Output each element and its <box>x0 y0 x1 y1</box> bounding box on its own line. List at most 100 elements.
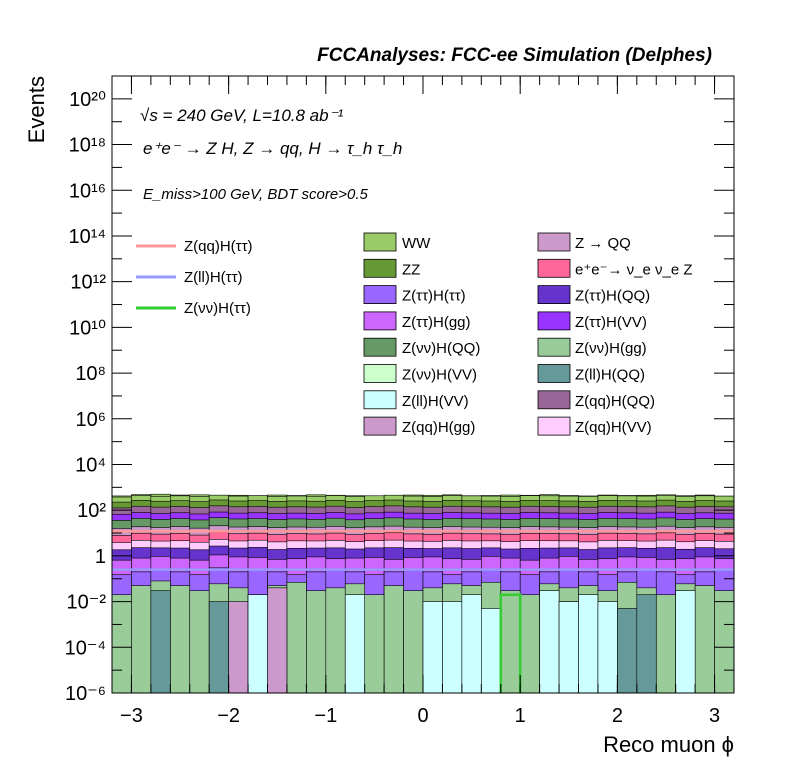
legend-label-bg-10: Z(νν)H(VV) <box>402 367 477 384</box>
legend-label-bg-6: Z(ττ)H(gg) <box>402 314 471 331</box>
bar-low-Z(ll)H(VV)-17 <box>442 601 463 694</box>
legend-swatch-5 <box>537 285 571 305</box>
legend-label-bg-0: WW <box>402 235 431 252</box>
bar-low-Z(ll)H(VV)-24 <box>578 594 599 694</box>
legend-label-bg-11: Z(ll)H(QQ) <box>575 367 645 384</box>
legend-swatch-14 <box>363 416 397 436</box>
bar-low-Z(ll)H(VV)-19 <box>481 608 502 694</box>
legend-label-bg-5: Z(ττ)H(QQ) <box>575 288 650 305</box>
bar-low-Z(ll)H(VV)-22 <box>539 590 560 694</box>
bar-low-Z(vv)H(gg)-9 <box>286 581 307 694</box>
y-tick-label-0: 10⁻⁶ <box>65 683 106 705</box>
x-tick-label-2: −1 <box>314 705 337 727</box>
y-tick-label-9: 10¹² <box>70 272 106 294</box>
bar-low-Z(vv)H(gg)-20 <box>500 590 521 694</box>
bar-low-Z(ll)H(VV)-12 <box>344 594 365 694</box>
bar-low-Z(ll)H(QQ)-5 <box>208 601 229 694</box>
y-tick-label-5: 10⁴ <box>75 454 106 476</box>
legend-swatch-9 <box>537 337 571 357</box>
legend-swatch-10 <box>363 364 397 383</box>
bar-low-Z(vv)H(gg)-28 <box>655 594 676 694</box>
legend-swatch-15 <box>537 416 571 436</box>
histogram-bars <box>111 493 735 694</box>
bar-low-Z(vv)H(gg)-14 <box>383 585 404 694</box>
x-tick-label-5: 2 <box>612 705 623 727</box>
legend-label-bg-9: Z(νν)H(gg) <box>575 340 647 357</box>
y-tick-label-2: 10⁻² <box>67 592 107 614</box>
y-tick-label-4: 10² <box>77 500 106 522</box>
legend-label-bg-13: Z(qq)H(QQ) <box>575 393 655 410</box>
bar-low-Z(vv)H(gg)-3 <box>170 585 191 694</box>
axis-ticks: −3 −2 −1 0 1 2 3 10⁻⁶ 10⁻⁴ 10⁻² 1 10² 10⁴ 10⁶ 10⁸ 10¹⁰ 1… <box>65 75 735 727</box>
bar-low-Z(vv)H(gg)-30 <box>694 585 715 694</box>
bar-low-Z(vv)H(gg)-13 <box>364 594 385 694</box>
y-tick-label-7: 10⁸ <box>75 363 106 385</box>
bar-low-Z(vv)H(gg)-21 <box>519 594 540 694</box>
annotations: √s = 240 GeV, L=10.8 ab⁻¹ e⁺e⁻ → Z H, Z … <box>140 106 402 203</box>
y-tick-label-8: 10¹⁰ <box>69 317 106 339</box>
bar-low-Z(ll)H(VV)-23 <box>558 601 579 694</box>
bar-low-Z(qq)H(gg)-6 <box>228 601 249 694</box>
legend-label-bg-1: Z → QQ <box>575 235 631 252</box>
legend-swatch-2 <box>363 258 397 278</box>
legend-label-signal-1: Z(ll)H(ττ) <box>184 269 243 286</box>
legend-label-bg-15: Z(qq)H(VV) <box>575 419 652 436</box>
legend-label-bg-14: Z(qq)H(gg) <box>402 419 475 436</box>
annotation-cuts: E_miss>100 GeV, BDT score>0.5 <box>143 186 368 203</box>
bar-low-Z(vv)H(gg)-1 <box>131 585 152 694</box>
legend-label-bg-4: Z(ττ)H(ττ) <box>402 288 466 305</box>
bar-low-Z(ll)H(VV)-18 <box>461 594 482 694</box>
y-tick-label-1: 10⁻⁴ <box>65 637 106 659</box>
bar-low-Z(vv)H(gg)-31 <box>714 590 735 694</box>
y-tick-label-3: 1 <box>95 546 106 568</box>
legend-swatch-3 <box>537 258 571 278</box>
legend-label-bg-3: e⁺e⁻→ ν_e ν_e Z <box>575 261 693 278</box>
bar-low-Z(ll)H(VV)-25 <box>597 601 618 694</box>
y-tick-label-12: 10¹⁸ <box>69 135 106 157</box>
y-tick-label-10: 10¹⁴ <box>69 226 107 248</box>
legend-swatch-13 <box>537 390 571 410</box>
bar-low-Z(vv)H(gg)-15 <box>403 590 424 694</box>
x-tick-label-0: −3 <box>120 705 143 727</box>
annotation-process: e⁺e⁻ → Z H, Z → qq, H → τ_h τ_h <box>143 139 402 158</box>
legend-swatch-12 <box>363 390 397 410</box>
legend-swatch-8 <box>363 337 397 357</box>
bar-low-Z(ll)H(QQ)-26 <box>617 608 638 694</box>
bar-low-Z(vv)H(gg)-10 <box>306 590 327 694</box>
bar-low-Z(vv)H(gg)-11 <box>325 587 346 694</box>
x-tick-label-4: 1 <box>515 705 526 727</box>
legend-label-signal-2: Z(νν)H(ττ) <box>184 300 251 317</box>
signal-line-vv-0 <box>499 593 522 693</box>
legend-swatch-0 <box>363 232 397 252</box>
bar-low-Z(ll)H(QQ)-27 <box>636 594 657 694</box>
legend-swatch-7 <box>537 311 571 331</box>
x-axis-label: Reco muon ϕ <box>603 732 734 757</box>
x-tick-label-1: −2 <box>217 705 240 727</box>
x-tick-label-3: 0 <box>417 705 428 727</box>
legend-swatch-11 <box>537 364 571 383</box>
bar-low-Z(vv)H(gg)-4 <box>189 590 210 694</box>
x-tick-label-6: 3 <box>709 705 720 727</box>
legend-swatch-1 <box>537 232 571 252</box>
legend-label-bg-12: Z(ll)H(VV) <box>402 393 469 410</box>
chart-title: FCCAnalyses: FCC-ee Simulation (Delphes) <box>317 45 712 66</box>
annotation-energy: √s = 240 GeV, L=10.8 ab⁻¹ <box>140 106 344 125</box>
y-tick-label-11: 10¹⁶ <box>69 180 106 202</box>
legend-label-signal-0: Z(qq)H(ττ) <box>184 238 253 255</box>
y-tick-label-13: 10²⁰ <box>69 89 106 111</box>
y-tick-label-6: 10⁶ <box>76 409 106 431</box>
legend: Z(qq)H(ττ) Z(ll)H(ττ) Z(νν)H(ττ) WW Z → QQ ZZ… <box>136 232 693 436</box>
y-axis-label: Events <box>24 76 49 143</box>
bar-low-Z(vv)H(gg)-0 <box>111 594 132 694</box>
legend-swatch-4 <box>363 285 397 305</box>
bar-low-Z(ll)H(VV)-16 <box>422 601 443 694</box>
legend-label-bg-8: Z(νν)H(QQ) <box>402 340 480 357</box>
bar-low-Z(qq)H(gg)-8 <box>267 587 288 694</box>
bar-low-Z(ll)H(VV)-7 <box>247 594 268 694</box>
bar-low-Z(ll)H(QQ)-2 <box>150 590 171 694</box>
legend-label-bg-7: Z(ττ)H(VV) <box>575 314 647 331</box>
legend-swatch-6 <box>363 311 397 331</box>
legend-label-bg-2: ZZ <box>402 261 420 278</box>
